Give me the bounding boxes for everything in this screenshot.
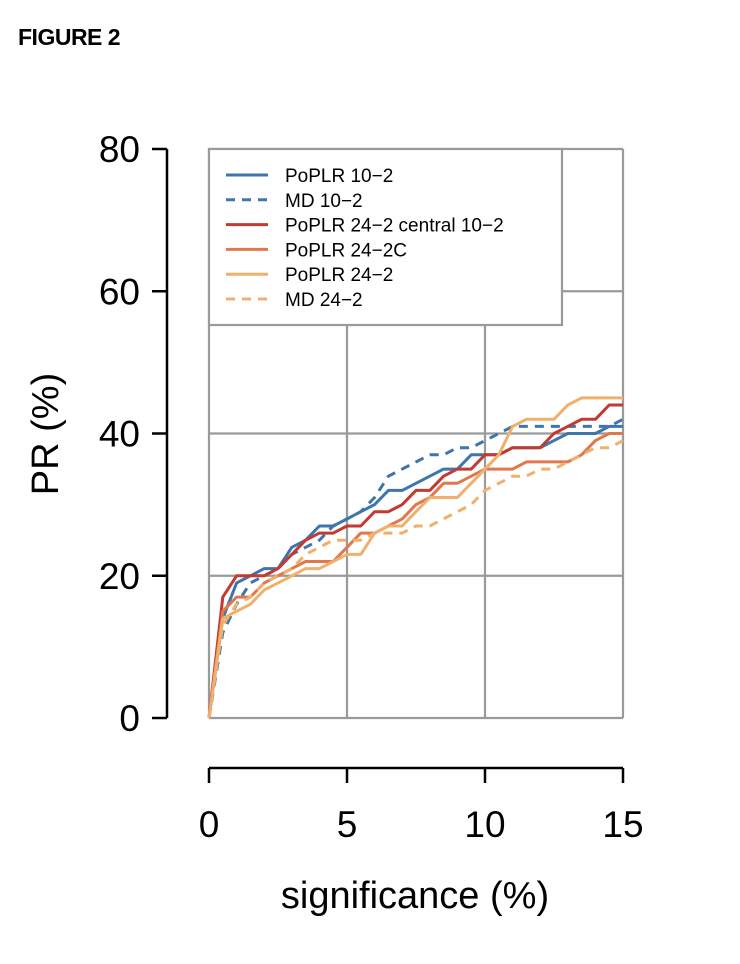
x-tick-label: 5 — [337, 804, 358, 845]
legend-label: MD 24−2 — [285, 290, 363, 311]
y-tick-label: 20 — [99, 556, 140, 597]
y-tick-label: 0 — [119, 698, 140, 739]
series-line — [207, 417, 624, 719]
legend: PoPLR 10−2 MD 10−2 PoPLR 24−2 central 10−2… — [207, 147, 564, 327]
series-layer — [207, 396, 624, 719]
series-line — [207, 403, 623, 719]
series-line — [207, 396, 623, 719]
legend-label: PoPLR 24−2 central 10−2 — [285, 216, 504, 237]
x-tick-label: 0 — [199, 804, 220, 845]
series-line — [207, 439, 624, 719]
y-tick-label: 80 — [99, 129, 140, 170]
axes: 0 20 40 60 80 0 5 10 15 — [99, 129, 644, 845]
legend-box — [207, 147, 564, 327]
x-axis-title: significance (%) — [281, 875, 549, 917]
legend-label: PoPLR 24−2C — [285, 240, 407, 261]
series-line — [207, 432, 623, 719]
y-tick-label: 40 — [99, 414, 140, 455]
legend-label: PoPLR 10−2 — [285, 166, 393, 187]
x-tick-label: 15 — [602, 804, 643, 845]
y-axis-title: PR (%) — [25, 373, 67, 495]
y-tick-label: 60 — [99, 271, 140, 312]
x-tick-label: 10 — [464, 804, 505, 845]
legend-label: PoPLR 24−2 — [285, 265, 393, 286]
legend-label: MD 10−2 — [285, 191, 363, 212]
figure-label: FIGURE 2 — [18, 24, 121, 50]
